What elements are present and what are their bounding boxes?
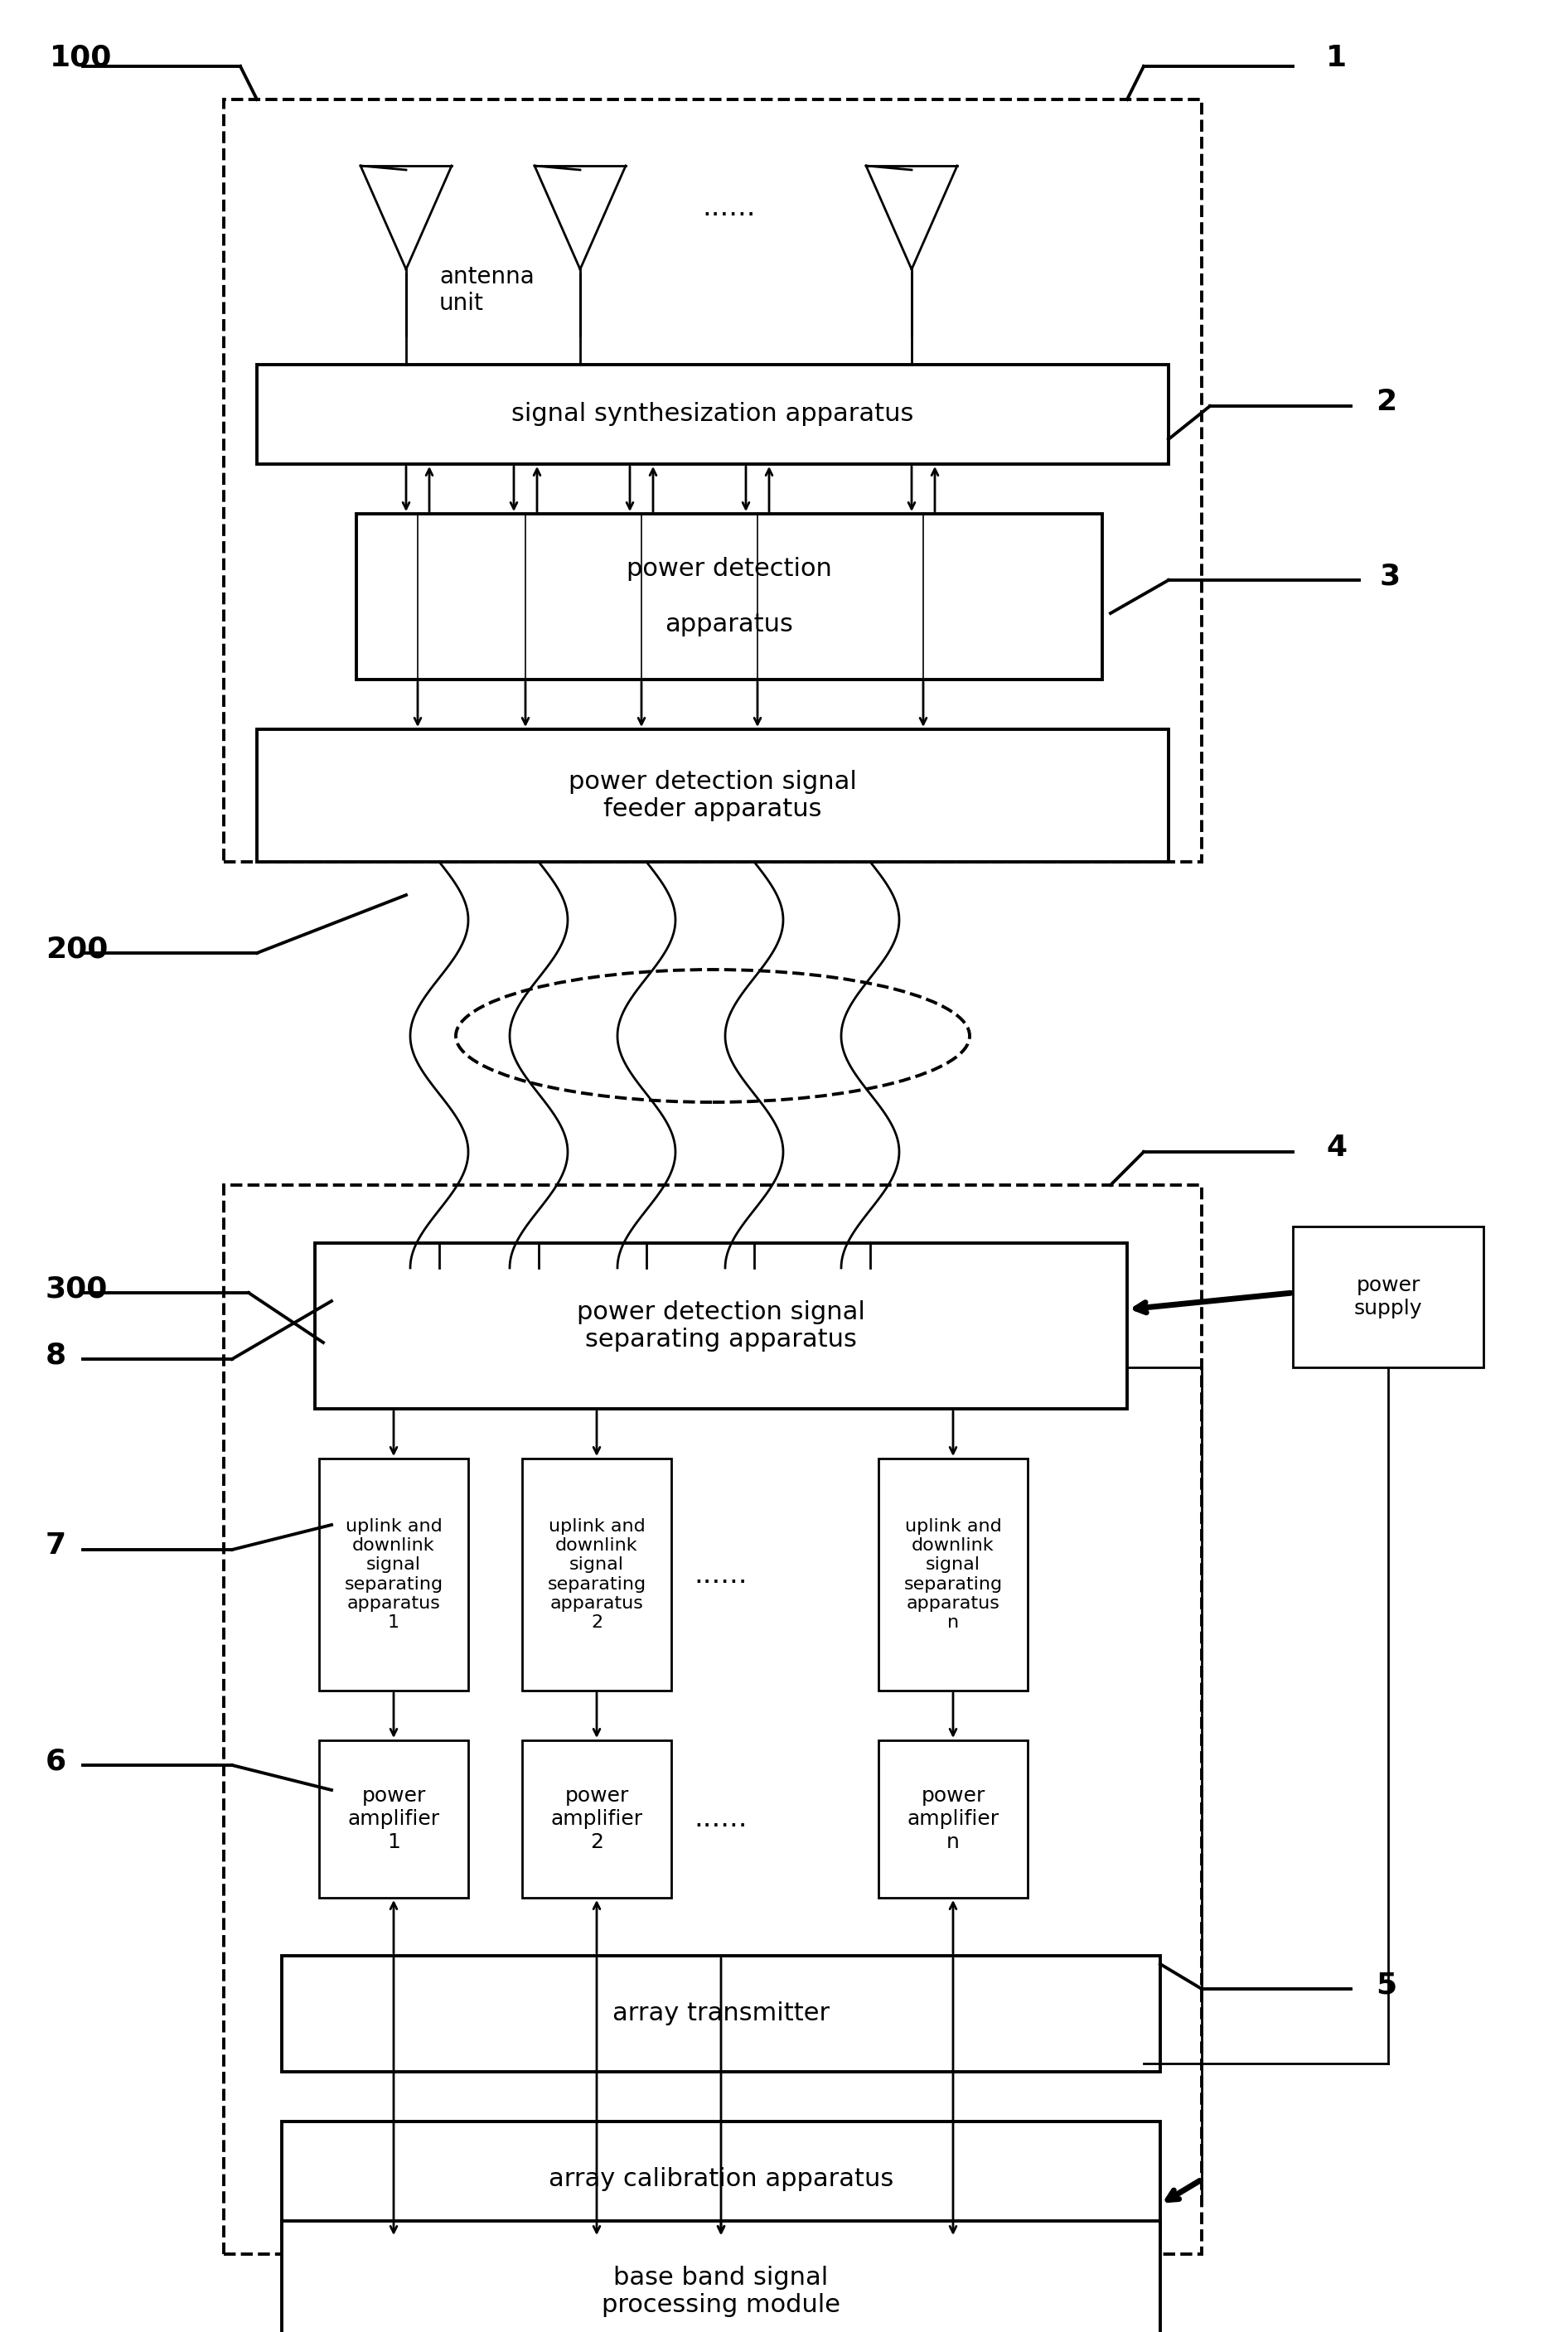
Text: 8: 8 (45, 1341, 66, 1369)
Text: power
amplifier
2: power amplifier 2 (550, 1786, 643, 1852)
Bar (878, 1458, 1027, 1691)
Text: power detection

apparatus: power detection apparatus (627, 557, 833, 637)
Text: power
supply: power supply (1355, 1276, 1422, 1318)
Bar (356, 513, 1102, 679)
Bar (878, 1740, 1027, 1898)
Text: antenna
unit: antenna unit (439, 266, 535, 315)
Text: 100: 100 (50, 44, 113, 72)
Bar (257, 730, 1168, 863)
Text: 5: 5 (1375, 1971, 1397, 1999)
Text: array transmitter: array transmitter (613, 2001, 829, 2027)
Bar (1294, 1227, 1483, 1367)
Text: power
amplifier
1: power amplifier 1 (348, 1786, 439, 1852)
Text: 2: 2 (1375, 387, 1397, 415)
Text: 7: 7 (45, 1532, 66, 1560)
Text: uplink and
downlink
signal
separating
apparatus
n: uplink and downlink signal separating ap… (903, 1518, 1002, 1630)
Bar (224, 100, 1201, 863)
Text: signal synthesization apparatus: signal synthesization apparatus (511, 403, 914, 427)
Text: array calibration apparatus: array calibration apparatus (549, 2166, 894, 2192)
Bar (318, 1458, 469, 1691)
Bar (522, 1458, 671, 1691)
Text: 3: 3 (1380, 562, 1400, 590)
Bar (257, 364, 1168, 464)
Text: 200: 200 (45, 935, 108, 963)
Bar (282, 1957, 1160, 2071)
Bar (224, 1185, 1201, 2255)
Text: 300: 300 (45, 1276, 108, 1304)
Text: uplink and
downlink
signal
separating
apparatus
2: uplink and downlink signal separating ap… (547, 1518, 646, 1630)
Bar (318, 1740, 469, 1898)
Text: power detection signal
feeder apparatus: power detection signal feeder apparatus (569, 770, 856, 821)
Text: 1: 1 (1327, 44, 1347, 72)
Text: ......: ...... (702, 194, 756, 222)
Text: power detection signal
separating apparatus: power detection signal separating appara… (577, 1299, 866, 1353)
Bar (282, 2220, 1160, 2332)
Text: 6: 6 (45, 1747, 66, 1775)
Text: uplink and
downlink
signal
separating
apparatus
1: uplink and downlink signal separating ap… (345, 1518, 444, 1630)
Text: ......: ...... (695, 1805, 748, 1833)
Bar (282, 2122, 1160, 2236)
Text: ......: ...... (695, 1560, 748, 1588)
Text: power
amplifier
n: power amplifier n (906, 1786, 999, 1852)
Text: 4: 4 (1327, 1133, 1347, 1161)
Text: base band signal
processing module: base band signal processing module (602, 2264, 840, 2318)
Bar (315, 1243, 1127, 1409)
Bar (522, 1740, 671, 1898)
